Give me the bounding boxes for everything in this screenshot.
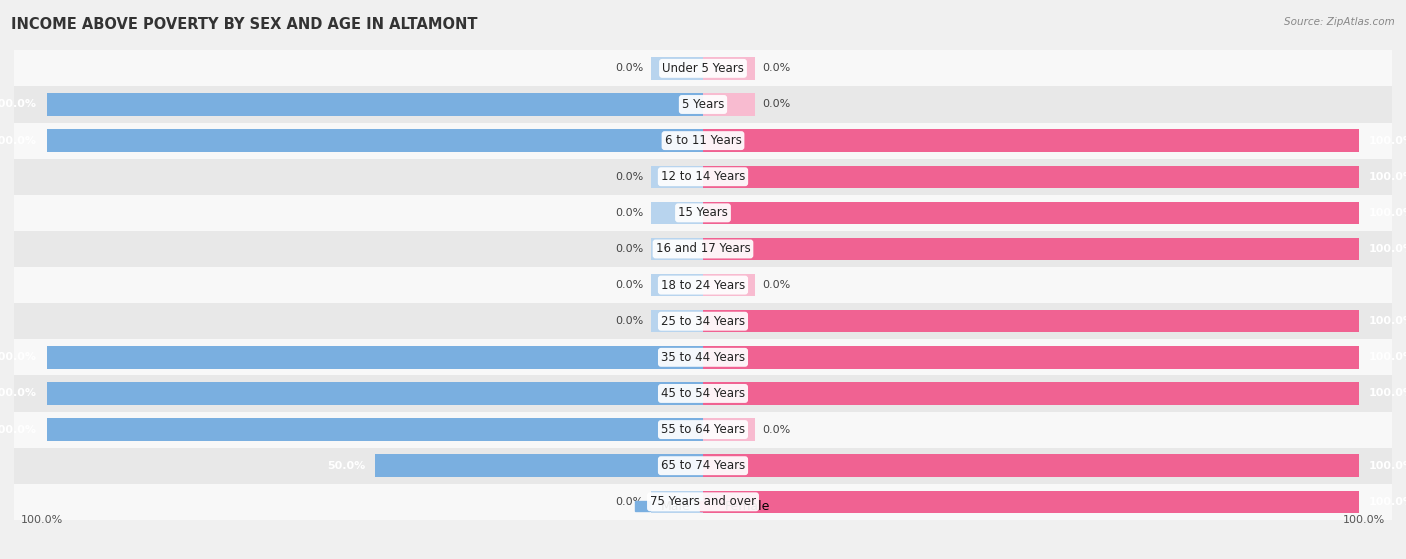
Text: 100.0%: 100.0% — [0, 425, 37, 434]
Text: 100.0%: 100.0% — [0, 136, 37, 145]
Text: 65 to 74 Years: 65 to 74 Years — [661, 459, 745, 472]
Text: 100.0%: 100.0% — [0, 389, 37, 399]
Bar — [14, 339, 1392, 376]
Bar — [651, 57, 703, 79]
Bar — [14, 122, 1392, 159]
Text: 0.0%: 0.0% — [762, 63, 790, 73]
Text: 50.0%: 50.0% — [326, 461, 366, 471]
Bar — [46, 346, 703, 368]
Text: 0.0%: 0.0% — [762, 425, 790, 434]
Text: 100.0%: 100.0% — [1369, 136, 1406, 145]
Text: 100.0%: 100.0% — [1369, 389, 1406, 399]
Text: 16 and 17 Years: 16 and 17 Years — [655, 243, 751, 255]
Text: 35 to 44 Years: 35 to 44 Years — [661, 351, 745, 364]
Text: 100.0%: 100.0% — [21, 515, 63, 525]
Bar — [14, 87, 1392, 122]
Bar — [14, 50, 1392, 87]
Text: 100.0%: 100.0% — [1343, 515, 1385, 525]
Text: Source: ZipAtlas.com: Source: ZipAtlas.com — [1284, 17, 1395, 27]
Bar — [703, 57, 755, 79]
Bar — [703, 346, 1360, 368]
Bar — [46, 130, 703, 152]
Bar — [703, 491, 1360, 513]
Bar — [14, 231, 1392, 267]
Text: 25 to 34 Years: 25 to 34 Years — [661, 315, 745, 328]
Bar — [703, 130, 1360, 152]
Bar — [703, 238, 1360, 260]
Bar — [703, 165, 1360, 188]
Text: 0.0%: 0.0% — [762, 100, 790, 110]
Bar — [14, 267, 1392, 303]
Text: 75 Years and over: 75 Years and over — [650, 495, 756, 508]
Bar — [14, 195, 1392, 231]
Text: 0.0%: 0.0% — [616, 208, 644, 218]
Text: 0.0%: 0.0% — [616, 497, 644, 507]
Text: 100.0%: 100.0% — [1369, 208, 1406, 218]
Text: 45 to 54 Years: 45 to 54 Years — [661, 387, 745, 400]
Text: Under 5 Years: Under 5 Years — [662, 62, 744, 75]
Bar — [703, 382, 1360, 405]
Text: 15 Years: 15 Years — [678, 206, 728, 219]
Text: 5 Years: 5 Years — [682, 98, 724, 111]
Bar — [651, 238, 703, 260]
Text: 0.0%: 0.0% — [616, 63, 644, 73]
Text: 0.0%: 0.0% — [762, 280, 790, 290]
Text: 0.0%: 0.0% — [616, 244, 644, 254]
Bar — [651, 310, 703, 333]
Bar — [14, 411, 1392, 448]
Text: 100.0%: 100.0% — [1369, 316, 1406, 326]
Bar — [14, 484, 1392, 520]
Text: INCOME ABOVE POVERTY BY SEX AND AGE IN ALTAMONT: INCOME ABOVE POVERTY BY SEX AND AGE IN A… — [11, 17, 478, 32]
Bar — [703, 310, 1360, 333]
Bar — [651, 165, 703, 188]
Bar — [46, 382, 703, 405]
Legend: Male, Female: Male, Female — [630, 495, 776, 518]
Text: 100.0%: 100.0% — [1369, 172, 1406, 182]
Bar — [703, 93, 755, 116]
Bar — [14, 376, 1392, 411]
Text: 100.0%: 100.0% — [0, 352, 37, 362]
Text: 0.0%: 0.0% — [616, 316, 644, 326]
Text: 0.0%: 0.0% — [616, 172, 644, 182]
Bar — [703, 454, 1360, 477]
Bar — [651, 274, 703, 296]
Bar — [703, 274, 755, 296]
Bar — [651, 202, 703, 224]
Text: 100.0%: 100.0% — [1369, 497, 1406, 507]
Text: 6 to 11 Years: 6 to 11 Years — [665, 134, 741, 147]
Bar — [14, 159, 1392, 195]
Bar — [14, 448, 1392, 484]
Bar — [46, 93, 703, 116]
Text: 0.0%: 0.0% — [616, 280, 644, 290]
Bar — [14, 303, 1392, 339]
Text: 100.0%: 100.0% — [0, 100, 37, 110]
Text: 100.0%: 100.0% — [1369, 461, 1406, 471]
Text: 100.0%: 100.0% — [1369, 244, 1406, 254]
Text: 12 to 14 Years: 12 to 14 Years — [661, 170, 745, 183]
Bar — [703, 202, 1360, 224]
Bar — [375, 454, 703, 477]
Bar — [703, 418, 755, 440]
Bar — [46, 418, 703, 440]
Text: 100.0%: 100.0% — [1369, 352, 1406, 362]
Bar — [651, 491, 703, 513]
Text: 55 to 64 Years: 55 to 64 Years — [661, 423, 745, 436]
Text: 18 to 24 Years: 18 to 24 Years — [661, 278, 745, 292]
